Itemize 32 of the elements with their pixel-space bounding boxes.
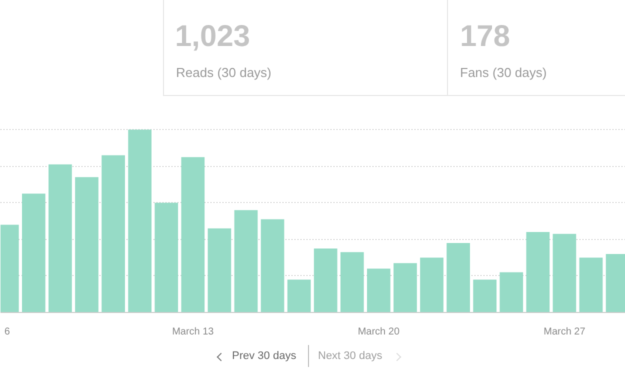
x-tick-label: 6: [4, 326, 10, 338]
bar: [446, 243, 470, 312]
text: 178: [460, 20, 510, 53]
bar: [340, 252, 364, 312]
bar: [500, 272, 524, 312]
text: Prev 30 days: [232, 350, 296, 362]
bar: [208, 228, 232, 312]
text: Fans (30 days): [460, 65, 547, 80]
bar: [181, 157, 205, 312]
bar: [287, 280, 311, 312]
bar: [260, 219, 284, 312]
text: Reads (30 days): [176, 65, 272, 80]
bar: [154, 202, 178, 312]
bar: [234, 210, 258, 312]
text: 1,023: [175, 20, 250, 53]
bar: [102, 155, 125, 312]
bar: [22, 194, 46, 312]
bar: [394, 263, 417, 312]
text: Next 30 days: [318, 350, 382, 362]
x-tick-label: March 27: [544, 326, 586, 338]
bar: [314, 248, 338, 312]
bar: [526, 232, 550, 312]
bar: [473, 280, 497, 312]
bar: [367, 268, 390, 312]
bar: [579, 258, 603, 312]
bar: [48, 164, 72, 312]
bar: [128, 130, 152, 312]
x-tick-label: March 13: [172, 326, 214, 338]
x-tick-label: March 20: [358, 326, 400, 338]
bar: [420, 258, 444, 312]
bar: [552, 234, 576, 312]
bar: [75, 177, 98, 312]
